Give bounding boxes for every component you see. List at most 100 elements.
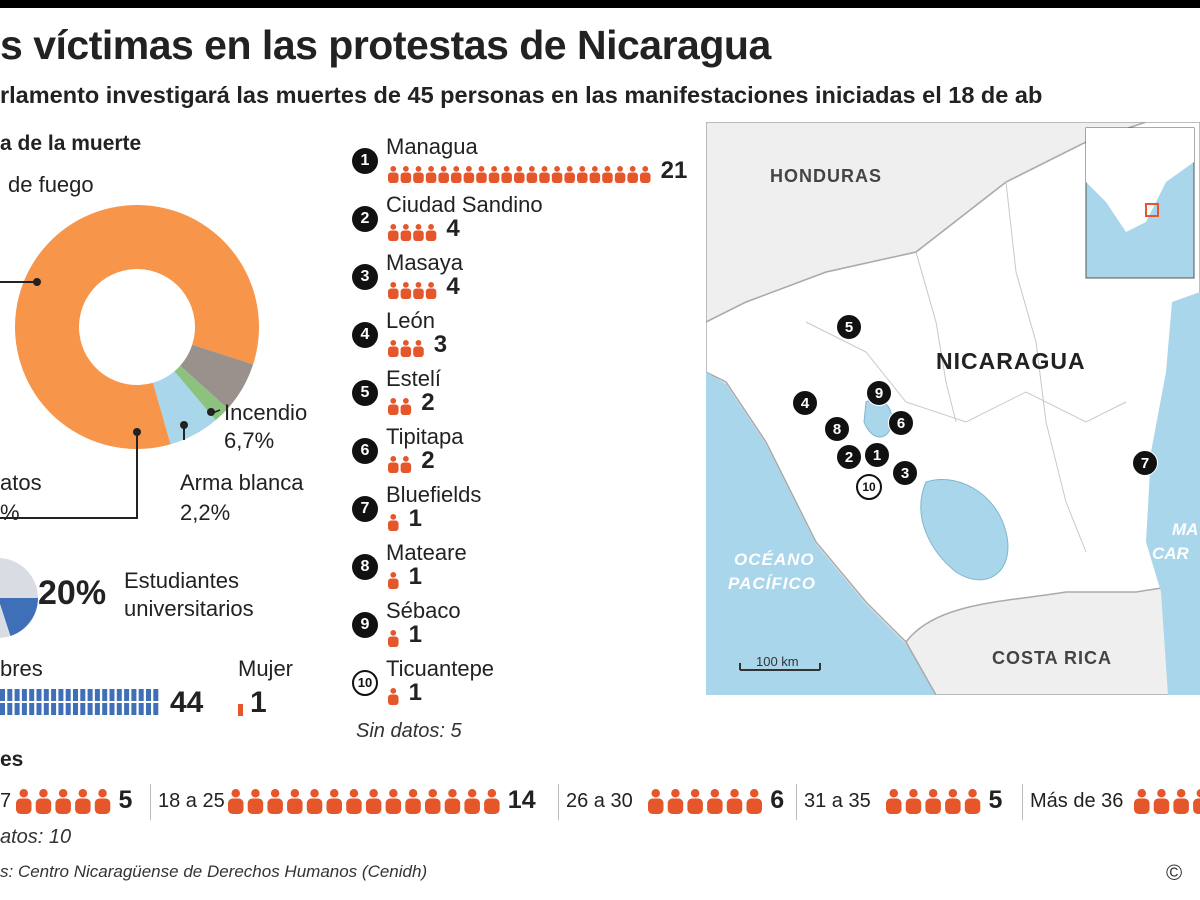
age-label: 18 a 25 bbox=[158, 790, 225, 812]
fire-label: Incendio bbox=[224, 400, 308, 425]
age-count: 5 bbox=[118, 786, 133, 814]
man-icon bbox=[153, 703, 159, 715]
person-icon bbox=[405, 789, 421, 814]
person-icon bbox=[945, 789, 961, 814]
man-icon bbox=[36, 689, 42, 701]
women-count: 1 bbox=[250, 686, 267, 719]
man-icon bbox=[21, 689, 27, 701]
page-title: s víctimas en las protestas de Nicaragua bbox=[0, 22, 771, 68]
city-rank-badge: 8 bbox=[352, 554, 378, 580]
map-label-ocean-2: PACÍFICO bbox=[728, 574, 816, 593]
person-icon bbox=[365, 789, 382, 814]
copyright-mark: © bbox=[1166, 860, 1183, 885]
person-icon bbox=[425, 789, 441, 814]
map-label-ocean-1: OCÉANO bbox=[734, 550, 815, 569]
city-rank-badge: 5 bbox=[352, 380, 378, 406]
man-icon bbox=[29, 689, 35, 701]
city-count: 21 bbox=[660, 157, 688, 184]
men-count: 44 bbox=[170, 686, 204, 719]
age-count: 5 bbox=[988, 786, 1003, 814]
person-icon bbox=[514, 166, 525, 183]
person-icon bbox=[614, 166, 626, 183]
man-icon bbox=[146, 703, 151, 715]
person-icon bbox=[438, 166, 449, 183]
person-icon bbox=[94, 789, 111, 814]
city-people-icons bbox=[388, 282, 437, 299]
map-pin: 8 bbox=[824, 416, 850, 442]
city-count: 4 bbox=[446, 215, 460, 242]
man-icon bbox=[7, 703, 13, 715]
person-icon bbox=[484, 789, 500, 814]
map-pin: 7 bbox=[1132, 450, 1158, 476]
inset-land bbox=[1086, 128, 1194, 232]
person-icon bbox=[627, 166, 638, 183]
person-icon bbox=[400, 166, 412, 183]
man-icon bbox=[131, 703, 137, 715]
person-icon bbox=[667, 789, 684, 814]
women-label: Mujer bbox=[238, 656, 294, 681]
person-icon bbox=[306, 789, 323, 814]
city-rank-badge: 7 bbox=[352, 496, 378, 522]
man-icon bbox=[87, 689, 93, 701]
person-icon bbox=[247, 789, 264, 814]
man-icon bbox=[65, 689, 71, 701]
person-icon bbox=[400, 398, 412, 415]
person-icon bbox=[444, 789, 461, 814]
man-icon bbox=[51, 703, 57, 715]
person-icon bbox=[35, 789, 52, 814]
city-name: Mateare bbox=[386, 540, 467, 565]
age-people-icons bbox=[886, 789, 981, 814]
man-icon bbox=[131, 689, 137, 701]
women-icon bbox=[238, 704, 243, 716]
person-icon bbox=[388, 688, 399, 705]
person-icon bbox=[400, 224, 412, 241]
map-pin: 3 bbox=[892, 460, 918, 486]
man-icon bbox=[87, 703, 93, 715]
man-icon bbox=[109, 689, 115, 701]
person-icon bbox=[964, 789, 981, 814]
person-icon bbox=[1193, 789, 1200, 814]
age-people-icons bbox=[16, 789, 111, 814]
person-icon bbox=[16, 789, 32, 814]
person-icon bbox=[425, 166, 437, 183]
fire-pct: 6,7% bbox=[224, 428, 275, 453]
city-name: Ciudad Sandino bbox=[386, 192, 543, 217]
person-icon bbox=[1153, 789, 1170, 814]
city-people-icons bbox=[388, 166, 651, 183]
students-pct: 20% bbox=[38, 574, 107, 612]
person-icon bbox=[425, 282, 437, 299]
person-icon bbox=[464, 789, 480, 814]
map-label-sea-2: CAR bbox=[1152, 544, 1189, 563]
person-icon bbox=[388, 224, 399, 241]
leader-dot-fire bbox=[207, 408, 215, 416]
caribbean-water bbox=[1146, 292, 1200, 695]
age-people-icons bbox=[1134, 789, 1200, 814]
person-icon bbox=[388, 514, 399, 531]
students-slice-1 bbox=[0, 558, 38, 638]
man-icon bbox=[94, 703, 100, 715]
age-label: 26 a 30 bbox=[566, 790, 633, 812]
city-rank-badge: 9 bbox=[352, 612, 378, 638]
city-people-icons bbox=[388, 688, 399, 705]
map-pin: 10 bbox=[856, 474, 882, 500]
person-icon bbox=[228, 789, 244, 814]
man-icon bbox=[102, 689, 108, 701]
person-icon bbox=[388, 340, 399, 357]
person-icon bbox=[413, 224, 424, 241]
person-icon bbox=[1134, 789, 1150, 814]
city-people-icons bbox=[388, 572, 399, 589]
age-divider bbox=[1022, 784, 1023, 820]
cause-firearm-label: de fuego bbox=[8, 172, 94, 197]
city-count: 1 bbox=[408, 505, 422, 532]
blade-pct: 2,2% bbox=[180, 500, 231, 525]
person-icon bbox=[413, 166, 424, 183]
person-icon bbox=[400, 456, 412, 473]
inset-locator bbox=[1145, 203, 1159, 217]
cause-slice-2 bbox=[174, 365, 228, 421]
city-name: Masaya bbox=[386, 250, 464, 275]
person-icon bbox=[925, 789, 941, 814]
students-label-2: universitarios bbox=[124, 596, 254, 621]
city-rank-badge: 1 bbox=[352, 148, 378, 174]
man-icon bbox=[29, 703, 35, 715]
person-icon bbox=[326, 789, 342, 814]
